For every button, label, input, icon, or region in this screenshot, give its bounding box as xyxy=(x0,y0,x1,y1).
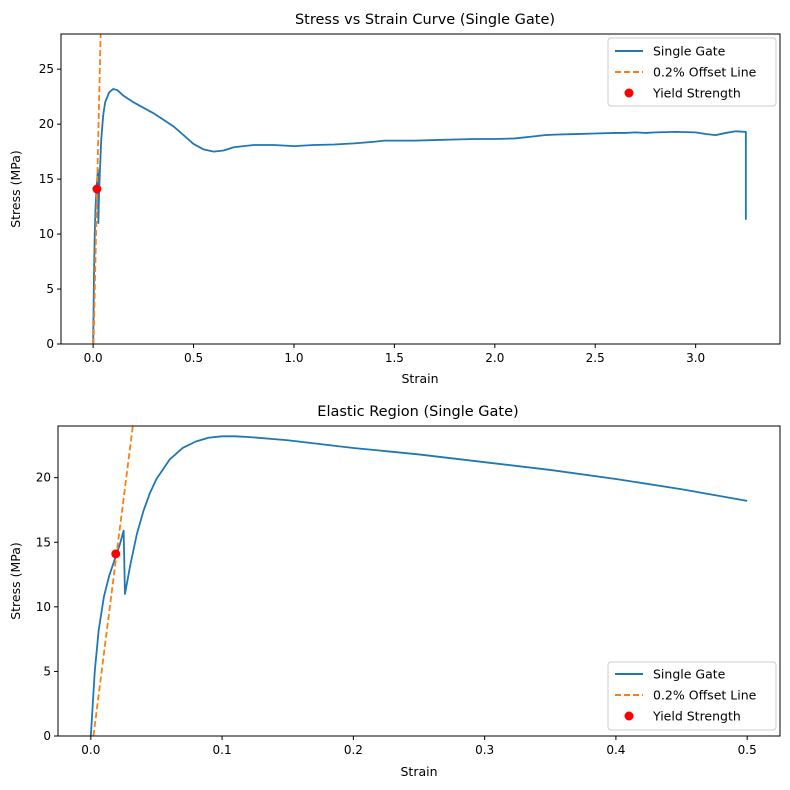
y-tick-label: 10 xyxy=(39,227,54,241)
y-tick-label: 20 xyxy=(39,117,54,131)
elastic-region-chart: Elastic Region (Single Gate) 0.0 0.1 0.2 0.… xyxy=(8,404,781,779)
x-tick-label: 1.5 xyxy=(385,351,404,365)
y-tick-label: 15 xyxy=(36,535,51,549)
legend-marker-yield-strength xyxy=(624,88,634,98)
legend-label-single-gate: Single Gate xyxy=(653,667,726,682)
single-gate-line xyxy=(92,88,747,344)
x-tick-label: 0.3 xyxy=(475,743,494,757)
x-tick-label: 0.0 xyxy=(84,351,103,365)
x-tick-label: 1.0 xyxy=(284,351,303,365)
plot-area xyxy=(92,34,747,344)
single-gate-line xyxy=(89,435,748,736)
yield-strength-point xyxy=(111,549,121,559)
tick-layer: 0.0 0.5 1.0 1.5 2.0 2.5 3.0 0 5 10 15 20 25 xyxy=(39,62,705,365)
legend-label-offset-line: 0.2% Offset Line xyxy=(653,65,757,80)
x-tick-label: 0.5 xyxy=(184,351,203,365)
x-tick-label: 2.5 xyxy=(586,351,605,365)
x-tick-label: 2.0 xyxy=(485,351,504,365)
tick-layer: 0.0 0.1 0.2 0.3 0.4 0.5 0 5 10 15 20 xyxy=(36,471,757,757)
stress-strain-chart: Stress vs Strain Curve (Single Gate) 0.0… xyxy=(8,12,781,386)
y-tick-label: 25 xyxy=(39,62,54,76)
legend-box xyxy=(607,661,777,731)
x-tick-label: 0.5 xyxy=(738,743,757,757)
legend-marker-yield-strength xyxy=(624,711,634,721)
legend: Single Gate 0.2% Offset Line Yield Stren… xyxy=(607,661,777,731)
y-tick-label: 10 xyxy=(36,600,51,614)
y-tick-label: 5 xyxy=(43,664,51,678)
legend-label-yield-strength: Yield Strength xyxy=(652,709,741,724)
x-tick-label: 3.0 xyxy=(686,351,705,365)
x-tick-label: 0.1 xyxy=(213,743,232,757)
x-tick-label: 0.4 xyxy=(606,743,625,757)
x-axis-label: Strain xyxy=(401,371,438,386)
legend-label-offset-line: 0.2% Offset Line xyxy=(653,688,757,703)
plot-area xyxy=(89,426,748,736)
legend-box xyxy=(607,37,777,107)
x-tick-label: 0.0 xyxy=(81,743,100,757)
chart-title: Elastic Region (Single Gate) xyxy=(317,404,518,420)
legend-label-yield-strength: Yield Strength xyxy=(652,86,741,101)
x-tick-label: 0.2 xyxy=(344,743,363,757)
y-tick-label: 15 xyxy=(39,172,54,186)
offset-line xyxy=(92,34,102,344)
y-tick-label: 20 xyxy=(36,471,51,485)
axes-frame xyxy=(60,33,781,345)
x-axis-label: Strain xyxy=(400,764,437,779)
y-tick-label: 0 xyxy=(43,729,51,743)
chart-title: Stress vs Strain Curve (Single Gate) xyxy=(295,12,555,28)
legend-label-single-gate: Single Gate xyxy=(653,44,726,59)
y-tick-label: 0 xyxy=(46,337,54,351)
yield-strength-point xyxy=(92,184,102,194)
legend: Single Gate 0.2% Offset Line Yield Stren… xyxy=(607,37,777,107)
y-axis-label: Stress (MPa) xyxy=(8,542,23,620)
y-tick-label: 5 xyxy=(46,282,54,296)
offset-line xyxy=(92,426,134,736)
axes-frame xyxy=(57,425,781,737)
y-axis-label: Stress (MPa) xyxy=(8,150,23,228)
